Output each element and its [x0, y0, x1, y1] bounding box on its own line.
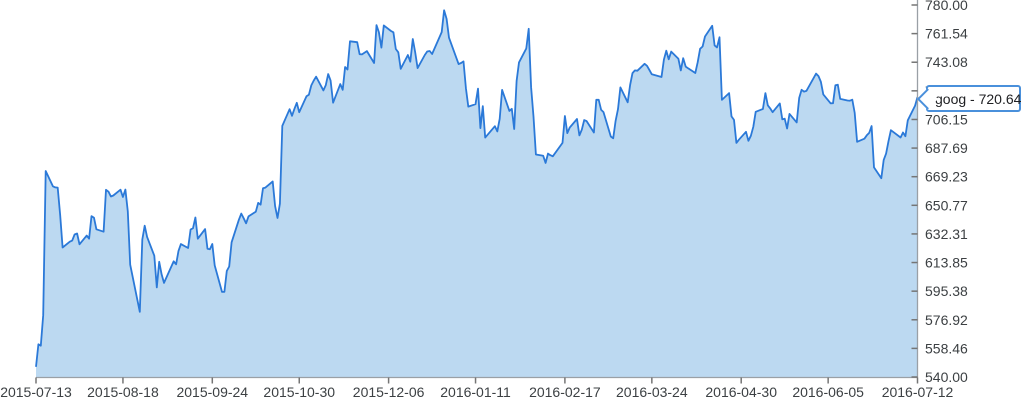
x-axis-label: 2016-06-05 — [792, 384, 864, 400]
price-line — [35, 9, 919, 367]
x-axis-label: 2016-03-24 — [616, 384, 688, 400]
y-axis-label: 761.54 — [925, 26, 968, 42]
price-callout-tooltip: goog - 720.64 — [916, 85, 1022, 112]
x-axis-label: 2016-01-11 — [440, 384, 511, 400]
price-area — [36, 10, 918, 378]
x-axis-label: 2015-10-30 — [263, 384, 335, 400]
x-axis-label: 2016-04-30 — [705, 384, 777, 400]
x-axis-label: 2016-07-12 — [882, 384, 954, 400]
y-axis-label: 780.00 — [925, 0, 968, 13]
tooltip-label: goog - 720.64 — [935, 90, 1022, 107]
x-axis-label: 2015-09-24 — [176, 384, 248, 400]
y-axis-label: 613.85 — [925, 255, 968, 271]
y-axis-label: 743.08 — [925, 54, 968, 70]
x-axis-label: 2015-08-18 — [87, 384, 159, 400]
y-axis-label: 576.92 — [925, 312, 968, 328]
y-axis-label: 650.77 — [925, 197, 968, 213]
x-axis-label: 2016-02-17 — [529, 384, 601, 400]
y-axis-label: 595.38 — [925, 283, 968, 299]
y-axis-label: 540.00 — [925, 369, 968, 385]
y-axis-label: 669.23 — [925, 169, 968, 185]
y-axis-label: 706.15 — [925, 111, 968, 127]
y-axis-label: 687.69 — [925, 140, 968, 156]
x-axis-label: 2015-07-13 — [0, 384, 72, 400]
x-axis-label: 2015-12-06 — [353, 384, 425, 400]
y-axis-label: 558.46 — [925, 340, 968, 356]
y-axis-label: 632.31 — [925, 226, 968, 242]
